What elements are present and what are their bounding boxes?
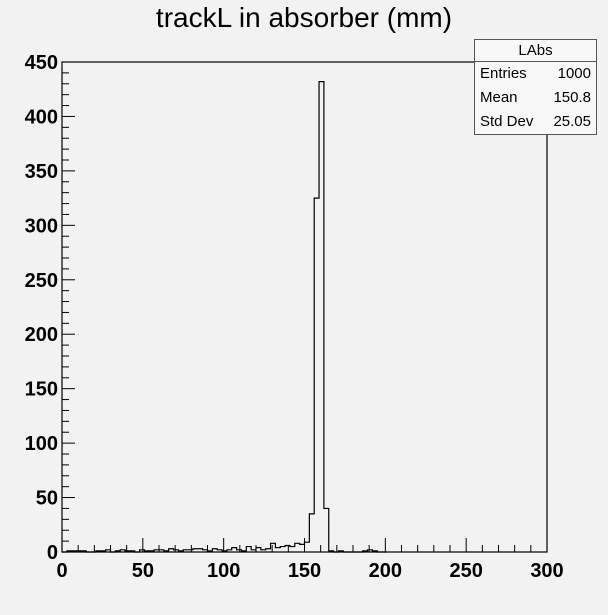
y-axis-labels: 0 50 100 150 200 250 300 350 400 450 [25, 52, 58, 564]
y-tick-label: 0 [47, 542, 58, 564]
stats-title: LAbs [475, 40, 596, 62]
histogram-series-labs [62, 81, 387, 553]
x-tick-label: 50 [132, 560, 154, 582]
stats-row-mean: Mean 150.8 [475, 86, 596, 110]
y-tick-label: 300 [25, 215, 58, 237]
y-tick-label: 350 [25, 161, 58, 183]
x-tick-label: 150 [288, 560, 321, 582]
y-tick-label: 100 [25, 433, 58, 455]
stats-value: 25.05 [553, 113, 591, 130]
y-axis-ticks [62, 61, 75, 553]
stats-label: Entries [480, 65, 527, 82]
y-tick-label: 150 [25, 379, 58, 401]
x-axis-labels: 0 50 100 150 200 250 300 [56, 560, 563, 582]
plot-frame [61, 61, 548, 553]
y-tick-label: 250 [25, 270, 58, 292]
x-tick-label: 300 [530, 560, 563, 582]
y-tick-label: 450 [25, 52, 58, 74]
x-tick-label: 250 [449, 560, 482, 582]
chart-title: trackL in absorber (mm) [155, 2, 453, 33]
stats-row-stddev: Std Dev 25.05 [475, 110, 596, 134]
y-tick-label: 50 [36, 488, 58, 510]
stats-label: Std Dev [480, 113, 534, 130]
stats-value: 1000 [557, 65, 591, 82]
x-tick-label: 100 [207, 560, 240, 582]
x-axis-ticks [61, 538, 548, 552]
stats-label: Mean [480, 89, 518, 106]
x-tick-label: 200 [369, 560, 402, 582]
stats-row-entries: Entries 1000 [475, 62, 596, 86]
y-tick-label: 200 [25, 324, 58, 346]
stats-box: LAbs Entries 1000 Mean 150.8 Std Dev 25.… [474, 39, 597, 135]
x-tick-label: 0 [56, 560, 67, 582]
stats-value: 150.8 [553, 89, 591, 106]
y-tick-label: 400 [25, 106, 58, 128]
